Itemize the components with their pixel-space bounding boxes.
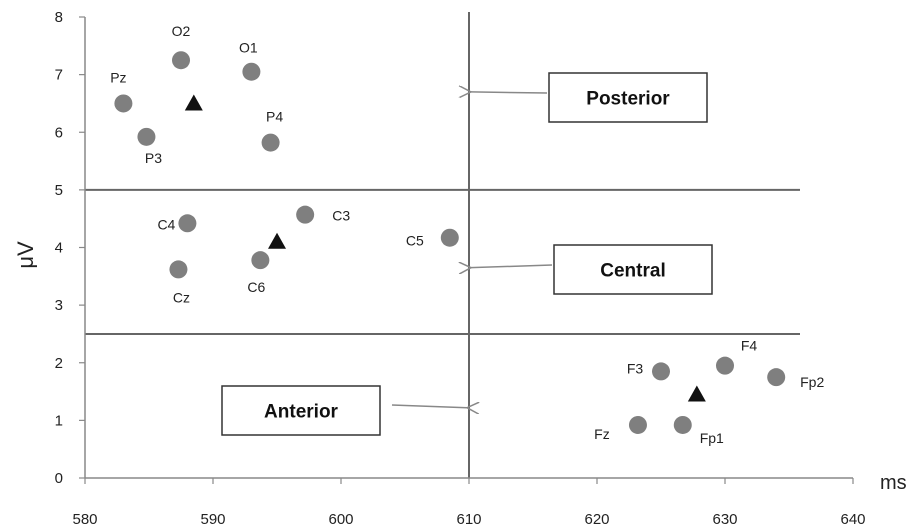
point-label: Fp2 (800, 374, 824, 390)
region-label-box (553, 244, 713, 295)
point-label: P3 (145, 150, 162, 166)
region-arrow (391, 405, 467, 408)
region-arrow (471, 92, 548, 93)
data-point (716, 356, 734, 375)
y-tick-label: 0 (55, 470, 63, 487)
centroid-triangle (687, 385, 706, 402)
data-point (178, 214, 197, 233)
data-point (169, 260, 188, 279)
point-label: O2 (172, 23, 191, 39)
y-tick-label: 2 (55, 355, 63, 372)
point-label: C5 (406, 233, 424, 249)
x-tick-label: 630 (712, 511, 737, 528)
data-point (137, 127, 156, 146)
point-label: Cz (173, 289, 190, 305)
region-label-box (548, 72, 708, 123)
data-point (767, 368, 786, 387)
x-tick-label: 640 (840, 511, 865, 528)
region-arrow (471, 265, 553, 268)
data-point (652, 362, 670, 381)
point-label: F3 (627, 360, 644, 376)
point-label: Pz (110, 69, 126, 85)
point-label: O1 (239, 40, 258, 56)
x-tick-label: 600 (328, 511, 353, 528)
region-label-text: Central (600, 261, 665, 282)
point-label: F4 (741, 338, 758, 354)
region-label-box (221, 385, 381, 436)
point-label: C6 (247, 279, 265, 295)
data-point (296, 205, 315, 224)
x-tick-label: 580 (72, 511, 97, 528)
y-tick-label: 1 (55, 412, 63, 429)
data-point (251, 251, 270, 270)
data-point (440, 228, 459, 247)
x-tick-label: 590 (200, 511, 225, 528)
point-label: C3 (332, 208, 350, 224)
y-tick-label: 7 (55, 67, 63, 84)
data-point (114, 94, 133, 113)
region-label-text: Posterior (586, 89, 670, 110)
point-label: Fz (594, 426, 610, 442)
y-tick-label: 6 (55, 124, 63, 141)
y-tick-label: 4 (55, 240, 63, 257)
point-label: P4 (266, 109, 283, 125)
data-point (242, 62, 261, 81)
y-tick-label: 5 (55, 182, 63, 199)
data-point (172, 51, 190, 70)
data-point (673, 415, 692, 434)
data-point (628, 415, 647, 434)
centroid-triangle (184, 94, 203, 111)
y-tick-label: 8 (55, 9, 63, 26)
y-tick-label: 3 (55, 297, 63, 314)
point-label: Fp1 (700, 430, 724, 446)
x-axis-title: ms (880, 472, 907, 494)
x-tick-label: 620 (584, 511, 609, 528)
region-label-text: Anterior (264, 402, 339, 423)
centroid-triangle (268, 232, 286, 249)
point-label: C4 (157, 216, 175, 232)
x-tick-label: 610 (456, 511, 481, 528)
y-axis-title: μV (13, 241, 38, 269)
data-point (261, 133, 280, 152)
